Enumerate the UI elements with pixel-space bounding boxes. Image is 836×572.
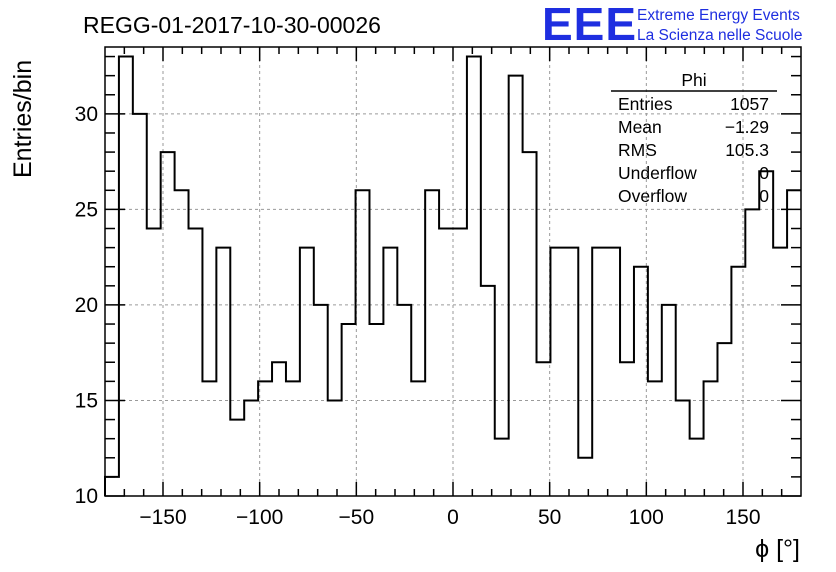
- stats-value-overflow: 0: [759, 186, 769, 206]
- stats-value-rms: 105.3: [725, 140, 769, 160]
- logo-line1: Extreme Energy Events: [637, 7, 800, 24]
- y-axis-title: Entries/bin: [9, 60, 37, 178]
- stats-value-underflow: 0: [759, 163, 769, 183]
- histogram-line: [104, 55, 801, 496]
- x-tick-label: −150: [139, 506, 186, 529]
- stats-value-mean: −1.29: [725, 117, 769, 137]
- x-axis-title: ϕ [°]: [755, 535, 800, 563]
- x-tick-label: −50: [339, 506, 375, 529]
- x-tick-label: 0: [447, 506, 459, 529]
- x-tick-label: 100: [629, 506, 664, 529]
- axis-ticks: [105, 47, 801, 497]
- x-tick-label: 50: [538, 506, 561, 529]
- chart-title: REGG-01-2017-10-30-00026: [83, 12, 381, 38]
- stats-label-underflow: Underflow: [618, 163, 697, 183]
- x-tick-label: 150: [725, 506, 760, 529]
- x-tick-labels: −150 −100 −50 0 50 100 150: [139, 506, 760, 529]
- eee-logo: EEE Extreme Energy Events La Scienza nel…: [542, 0, 802, 50]
- stats-label-overflow: Overflow: [618, 186, 687, 206]
- stats-label-rms: RMS: [618, 140, 657, 160]
- logo-text: EEE: [542, 0, 637, 50]
- stats-box: Phi Entries 1057 Mean −1.29 RMS 105.3 Un…: [611, 70, 777, 206]
- y-tick-label: 10: [75, 485, 98, 508]
- y-tick-label: 15: [75, 389, 98, 412]
- logo-line2: La Scienza nelle Scuole: [637, 27, 802, 44]
- stats-name: Phi: [681, 70, 706, 90]
- y-tick-label: 30: [75, 103, 98, 126]
- stats-label-mean: Mean: [618, 117, 662, 137]
- x-tick-label: −100: [236, 506, 283, 529]
- stats-value-entries: 1057: [730, 94, 769, 114]
- y-tick-label: 25: [75, 198, 98, 221]
- y-tick-label: 20: [75, 294, 98, 317]
- y-tick-labels: 10 15 20 25 30: [75, 103, 98, 508]
- grid-lines: [105, 47, 801, 496]
- stats-label-entries: Entries: [618, 94, 673, 114]
